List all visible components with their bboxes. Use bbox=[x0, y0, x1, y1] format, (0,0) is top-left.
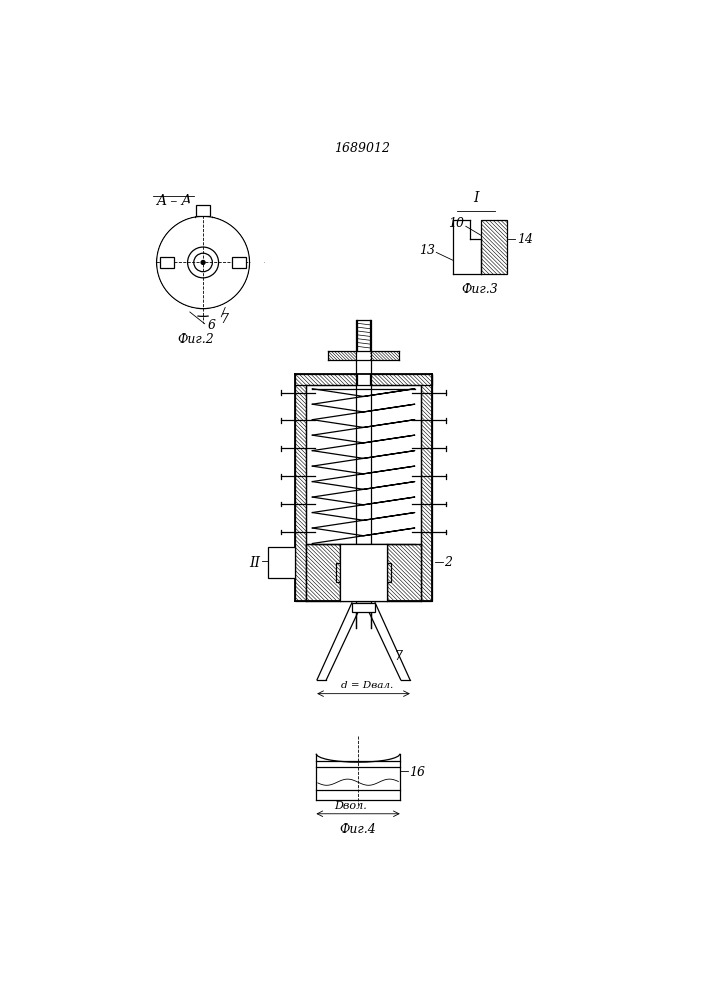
Text: Фиг.3: Фиг.3 bbox=[462, 283, 498, 296]
Text: 16: 16 bbox=[409, 766, 425, 779]
Bar bbox=[268, 547, 296, 578]
Bar bbox=[340, 544, 387, 601]
Text: I: I bbox=[473, 191, 479, 205]
Polygon shape bbox=[337, 563, 356, 582]
Text: Фиг.4: Фиг.4 bbox=[339, 823, 376, 836]
Polygon shape bbox=[296, 374, 306, 601]
Text: 7: 7 bbox=[395, 650, 402, 663]
Polygon shape bbox=[296, 374, 357, 385]
Text: II: II bbox=[250, 556, 260, 570]
Text: Фиг.2: Фиг.2 bbox=[177, 333, 214, 346]
Bar bbox=[196, 205, 210, 216]
Bar bbox=[352, 603, 375, 612]
Text: 6: 6 bbox=[208, 319, 216, 332]
Text: 2: 2 bbox=[444, 556, 452, 569]
Polygon shape bbox=[371, 563, 391, 582]
Circle shape bbox=[201, 261, 205, 264]
Text: 10: 10 bbox=[448, 217, 464, 230]
Text: Dвол.: Dвол. bbox=[334, 801, 367, 811]
Polygon shape bbox=[421, 374, 432, 601]
Polygon shape bbox=[481, 220, 507, 274]
Bar bbox=[160, 257, 175, 268]
Text: A – A: A – A bbox=[156, 194, 192, 208]
Polygon shape bbox=[370, 374, 432, 385]
Polygon shape bbox=[306, 544, 340, 601]
Text: d = Dвал.: d = Dвал. bbox=[341, 681, 394, 690]
Text: 1689012: 1689012 bbox=[334, 142, 390, 155]
Polygon shape bbox=[387, 544, 421, 601]
Bar bbox=[232, 257, 246, 268]
Text: 13: 13 bbox=[419, 244, 435, 257]
Text: 14: 14 bbox=[517, 233, 533, 246]
Text: 7: 7 bbox=[221, 313, 229, 326]
